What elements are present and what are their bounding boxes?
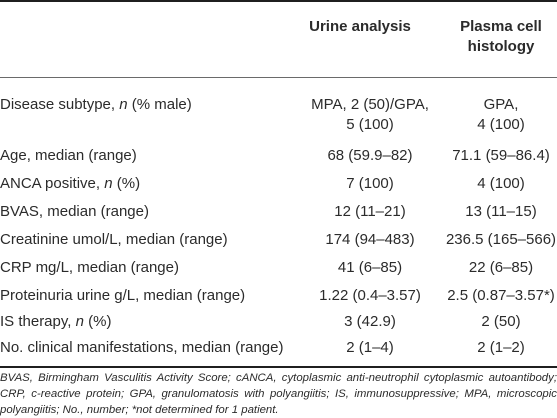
row-label-text: No. clinical manifestations, median (ran… — [0, 339, 284, 356]
row-label: No. clinical manifestations, median (ran… — [0, 338, 300, 358]
value-line1: MPA, 2 (50)/GPA, — [311, 96, 429, 113]
plasma-cell-value: 4 (100) — [477, 175, 525, 192]
plasma-cell-value: GPA, 4 (100) — [445, 95, 557, 135]
urine-analysis-value: 2 (1–4) — [346, 339, 394, 356]
header-divider-rule — [0, 77, 557, 78]
row-label-text: IS therapy, — [0, 313, 76, 330]
urine-analysis-value: 7 (100) — [346, 175, 394, 192]
row-label: ANCA positive, n (%) — [0, 174, 300, 194]
plasma-cell-value: 2.5 (0.87–3.57*) — [447, 287, 555, 304]
table-footnote: BVAS, Birmingham Vasculitis Activity Sco… — [0, 372, 557, 416]
plasma-cell-value: 71.1 (59–86.4) — [452, 147, 550, 164]
row-label: Proteinuria urine g/L, median (range) — [0, 286, 300, 306]
value-line2: 4 (100) — [477, 116, 525, 133]
table-top-rule — [0, 0, 557, 2]
plasma-cell-value: 2 (1–2) — [477, 339, 525, 356]
row-label-suffix: (%) — [83, 313, 112, 330]
row-label: IS therapy, n (%) — [0, 312, 300, 332]
row-label-text: Age, median (range) — [0, 147, 137, 164]
row-label: CRP mg/L, median (range) — [0, 258, 300, 278]
plasma-cell-value: 2 (50) — [481, 313, 521, 330]
row-label-text: Proteinuria urine g/L, median (range) — [0, 287, 246, 304]
urine-analysis-value: 12 (11–21) — [334, 203, 406, 220]
urine-analysis-value: 174 (94–483) — [325, 231, 415, 248]
urine-analysis-value: 41 (6–85) — [337, 259, 403, 276]
table-row-disease-subtype: Disease subtype, n (% male) MPA, 2 (50)/… — [0, 95, 557, 135]
column-header-urine-analysis-text: Urine analysis — [309, 18, 411, 35]
column-header-plasma-cell-histology: Plasma cell histology — [445, 17, 557, 57]
row-label-text: BVAS, median (range) — [0, 203, 149, 220]
row-label-italic: n — [104, 175, 113, 192]
column-header-plasma-line1: Plasma cell — [460, 18, 542, 35]
urine-analysis-value: MPA, 2 (50)/GPA, 5 (100) — [290, 95, 450, 135]
plasma-cell-value: 236.5 (165–566) — [445, 231, 557, 248]
column-header-urine-analysis: Urine analysis — [280, 17, 440, 37]
value-line1: GPA, — [483, 96, 519, 113]
table-bottom-rule — [0, 366, 557, 368]
row-label-suffix: (%) — [112, 175, 141, 192]
row-label-text: ANCA positive, — [0, 175, 105, 192]
plasma-cell-value: 13 (11–15) — [465, 203, 537, 220]
row-label-suffix: (% male) — [127, 96, 192, 113]
row-label: Creatinine umol/L, median (range) — [0, 230, 300, 250]
row-label: BVAS, median (range) — [0, 202, 300, 222]
column-header-plasma-line2: histology — [467, 38, 535, 55]
row-label-italic: n — [75, 313, 84, 330]
row-label: Disease subtype, n (% male) — [0, 95, 300, 115]
value-line2: 5 (100) — [346, 116, 394, 133]
row-label-text: Creatinine umol/L, median (range) — [0, 231, 228, 248]
row-label-text: CRP mg/L, median (range) — [0, 259, 179, 276]
urine-analysis-value: 1.22 (0.4–3.57) — [319, 287, 421, 304]
urine-analysis-value: 3 (42.9) — [344, 313, 396, 330]
urine-analysis-value: 68 (59.9–82) — [327, 147, 413, 164]
plasma-cell-value: 22 (6–85) — [468, 259, 534, 276]
row-label-text: Disease subtype, — [0, 96, 120, 113]
row-label: Age, median (range) — [0, 146, 300, 166]
row-label-italic: n — [119, 96, 128, 113]
